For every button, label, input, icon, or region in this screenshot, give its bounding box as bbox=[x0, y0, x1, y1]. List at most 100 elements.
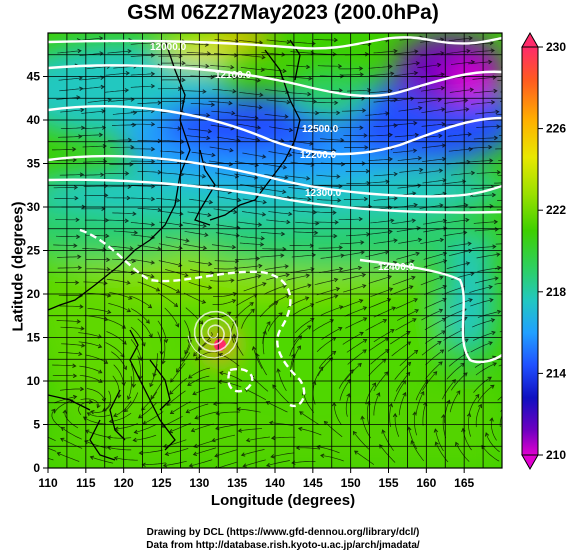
streamline bbox=[87, 412, 111, 417]
streamline-arrowhead bbox=[442, 191, 447, 197]
contour-12500-east bbox=[359, 258, 502, 364]
streamline bbox=[127, 376, 132, 400]
streamline-arrowhead bbox=[305, 176, 311, 181]
y-tick-label: 25 bbox=[27, 244, 41, 258]
streamline bbox=[497, 396, 502, 401]
streamline bbox=[109, 412, 132, 422]
streamline-arrowhead bbox=[496, 252, 501, 257]
streamline-arrowhead bbox=[215, 425, 220, 431]
streamline-arrowhead bbox=[312, 209, 318, 215]
streamline-arrowhead bbox=[385, 349, 390, 354]
streamline-arrowhead bbox=[384, 250, 390, 255]
streamline bbox=[319, 75, 344, 77]
streamline-arrowhead bbox=[438, 361, 443, 366]
streamline-arrowhead bbox=[257, 274, 262, 279]
streamline-arrowhead bbox=[230, 65, 235, 70]
streamline bbox=[499, 100, 502, 102]
streamline bbox=[448, 352, 469, 367]
streamline bbox=[52, 159, 77, 161]
streamline bbox=[190, 269, 214, 274]
streamline bbox=[288, 284, 311, 293]
streamline-arrowhead bbox=[159, 351, 165, 356]
streamline bbox=[82, 248, 106, 251]
streamline bbox=[109, 291, 132, 300]
streamline bbox=[320, 254, 344, 259]
streamline-arrowhead bbox=[410, 96, 415, 101]
streamline bbox=[260, 231, 285, 235]
streamline-arrowhead bbox=[157, 169, 162, 175]
streamline-arrowhead bbox=[439, 275, 444, 280]
streamline-arrowhead bbox=[147, 304, 153, 309]
streamline-arrowhead bbox=[493, 135, 499, 141]
streamline-arrowhead bbox=[214, 453, 219, 458]
streamline-arrowhead bbox=[361, 161, 366, 166]
streamline bbox=[266, 219, 290, 223]
streamline bbox=[373, 239, 397, 244]
streamline bbox=[112, 375, 120, 398]
streamline bbox=[397, 157, 422, 161]
streamline-arrowhead bbox=[90, 410, 95, 415]
streamline bbox=[291, 152, 315, 156]
credit-dcl: Drawing by DCL (https://www.gfd-dennou.o… bbox=[146, 527, 420, 538]
streamline bbox=[314, 126, 339, 129]
streamline-arrowhead bbox=[121, 381, 126, 387]
streamline-arrowhead bbox=[280, 253, 285, 258]
streamline-arrowhead bbox=[372, 382, 377, 387]
streamline bbox=[373, 124, 398, 128]
streamline bbox=[316, 337, 336, 353]
streamline-arrowhead bbox=[291, 353, 296, 358]
streamline-arrowhead bbox=[297, 426, 303, 432]
streamline-arrowhead bbox=[465, 107, 470, 112]
streamline bbox=[393, 122, 417, 126]
streamline bbox=[58, 77, 82, 81]
streamline-arrowhead bbox=[517, 208, 520, 212]
streamline bbox=[142, 462, 166, 466]
streamline-arrowhead bbox=[100, 172, 105, 177]
streamline bbox=[159, 221, 183, 226]
streamline bbox=[494, 267, 502, 270]
streamline bbox=[114, 457, 138, 461]
streamline-arrowhead bbox=[78, 75, 83, 81]
streamline bbox=[451, 372, 468, 391]
streamline bbox=[347, 349, 367, 365]
streamline bbox=[448, 249, 472, 257]
streamline-arrowhead bbox=[132, 122, 137, 128]
streamline bbox=[373, 307, 396, 318]
streamline bbox=[87, 99, 112, 103]
streamline bbox=[153, 353, 158, 377]
streamline-arrowhead bbox=[312, 99, 318, 104]
streamline-arrowhead bbox=[410, 259, 415, 264]
streamline-arrowhead bbox=[282, 246, 287, 252]
streamline-arrowhead bbox=[489, 158, 494, 163]
streamline-arrowhead bbox=[393, 123, 398, 128]
streamline-arrowhead bbox=[440, 51, 445, 56]
streamline bbox=[462, 428, 472, 451]
streamline bbox=[130, 259, 155, 264]
streamline-arrowhead bbox=[335, 287, 341, 292]
streamline-arrowhead bbox=[491, 192, 497, 198]
streamline bbox=[243, 459, 266, 467]
streamline-arrowhead bbox=[142, 420, 147, 425]
streamline-arrowhead bbox=[127, 49, 132, 54]
streamline bbox=[269, 422, 294, 427]
y-tick-label: 30 bbox=[27, 200, 41, 214]
streamline bbox=[449, 299, 473, 308]
streamline-arrowhead bbox=[284, 114, 289, 119]
streamline-arrowhead bbox=[440, 86, 446, 91]
streamline-arrowhead bbox=[514, 388, 517, 391]
streamline-arrowhead bbox=[437, 340, 442, 345]
streamline bbox=[389, 403, 392, 428]
streamline-arrowhead bbox=[488, 285, 493, 290]
streamline bbox=[390, 331, 411, 345]
streamline bbox=[183, 292, 206, 303]
streamline bbox=[112, 112, 137, 115]
streamline bbox=[313, 38, 338, 41]
streamline bbox=[469, 286, 493, 293]
streamline-arrowhead bbox=[412, 191, 417, 196]
streamline bbox=[442, 379, 456, 400]
streamline-arrowhead bbox=[414, 309, 419, 314]
streamline-arrowhead bbox=[468, 298, 473, 303]
y-tick-label: 20 bbox=[27, 287, 41, 301]
streamline-arrowhead bbox=[329, 319, 335, 324]
streamline bbox=[316, 288, 340, 296]
